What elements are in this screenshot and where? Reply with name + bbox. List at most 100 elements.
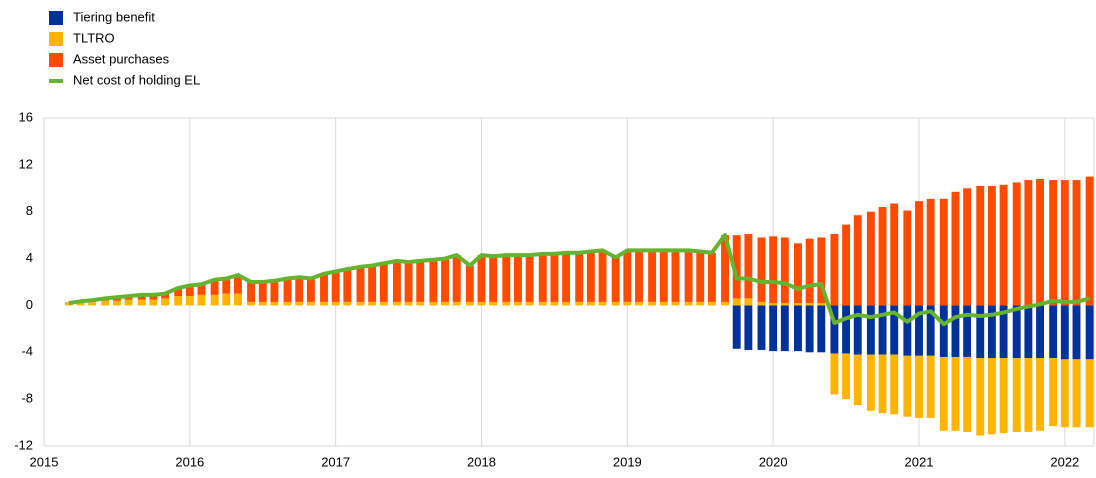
bar [707,301,716,306]
bar [270,301,279,306]
bar [732,305,741,349]
bar [575,301,584,306]
bar [1085,305,1094,360]
bar [951,356,960,431]
y-tick-label: 16 [19,109,33,124]
bar [866,305,875,355]
bar [64,303,73,306]
bar [769,305,778,352]
bar [635,301,643,306]
bar [926,305,935,356]
bar [222,278,231,294]
bar [234,274,242,294]
bar [477,301,486,306]
bar [441,258,449,302]
bar [623,250,632,302]
bar [465,301,474,306]
bar [1036,305,1044,359]
line [68,233,1091,327]
bar [124,299,133,306]
legend-swatch [49,53,63,67]
bar [404,301,413,306]
bar [489,301,498,306]
bar [890,354,899,415]
bar [295,301,304,306]
bar [429,301,438,306]
bar [794,303,802,306]
bar [757,237,766,302]
bar [1072,305,1081,360]
bar [648,250,657,302]
bar [210,294,219,306]
bar [247,282,256,302]
bar [1036,178,1044,306]
bar [1049,358,1058,427]
bar [842,353,851,400]
bar [1049,305,1058,359]
bar [732,298,741,306]
bar [915,305,923,356]
bar [477,255,486,302]
bar [951,191,960,306]
bar [1060,359,1069,428]
bar [1012,182,1021,306]
bar [1049,180,1058,306]
bar [780,237,789,304]
bar [185,285,194,297]
bar [185,296,194,306]
bar [999,358,1008,434]
bar [696,301,705,306]
bar [197,294,206,306]
bar [1085,176,1094,306]
x-tick-label: 2016 [175,454,204,469]
bar [890,203,899,306]
bar [586,251,595,302]
bar [489,256,498,302]
bar [416,260,425,302]
bar [780,303,789,306]
bar [1072,359,1081,428]
bar [999,305,1008,359]
bar [575,252,584,302]
bar [598,301,607,306]
bar [101,300,110,306]
bar [853,305,862,355]
bar [137,299,146,306]
bar [757,305,766,350]
bar [429,259,438,302]
bar [514,255,522,302]
bar [465,265,474,302]
bar [721,301,729,306]
bar [538,253,547,302]
bar [853,215,862,306]
bar [306,301,315,306]
x-tick-label: 2022 [1050,454,1079,469]
bar [794,305,802,352]
bar [696,251,705,302]
y-tick-label: -4 [21,344,33,359]
bar [502,255,511,302]
bar [1060,305,1069,360]
x-tick-label: 2018 [467,454,496,469]
bar [343,269,352,302]
bar [1072,180,1081,306]
bar [976,305,985,359]
bar [356,301,365,306]
bar [76,301,85,306]
bar [926,355,935,418]
bar [356,266,365,302]
legend-label: Tiering benefit [73,9,155,24]
bar [611,301,620,306]
bar [1024,305,1033,359]
bar [757,301,766,306]
bar [817,305,826,353]
bar [379,301,388,306]
bar [343,301,352,306]
x-tick-label: 2015 [30,454,59,469]
bar [502,301,511,306]
bar [744,233,753,299]
bar [817,237,826,304]
bar [769,236,778,304]
bar [805,305,814,353]
